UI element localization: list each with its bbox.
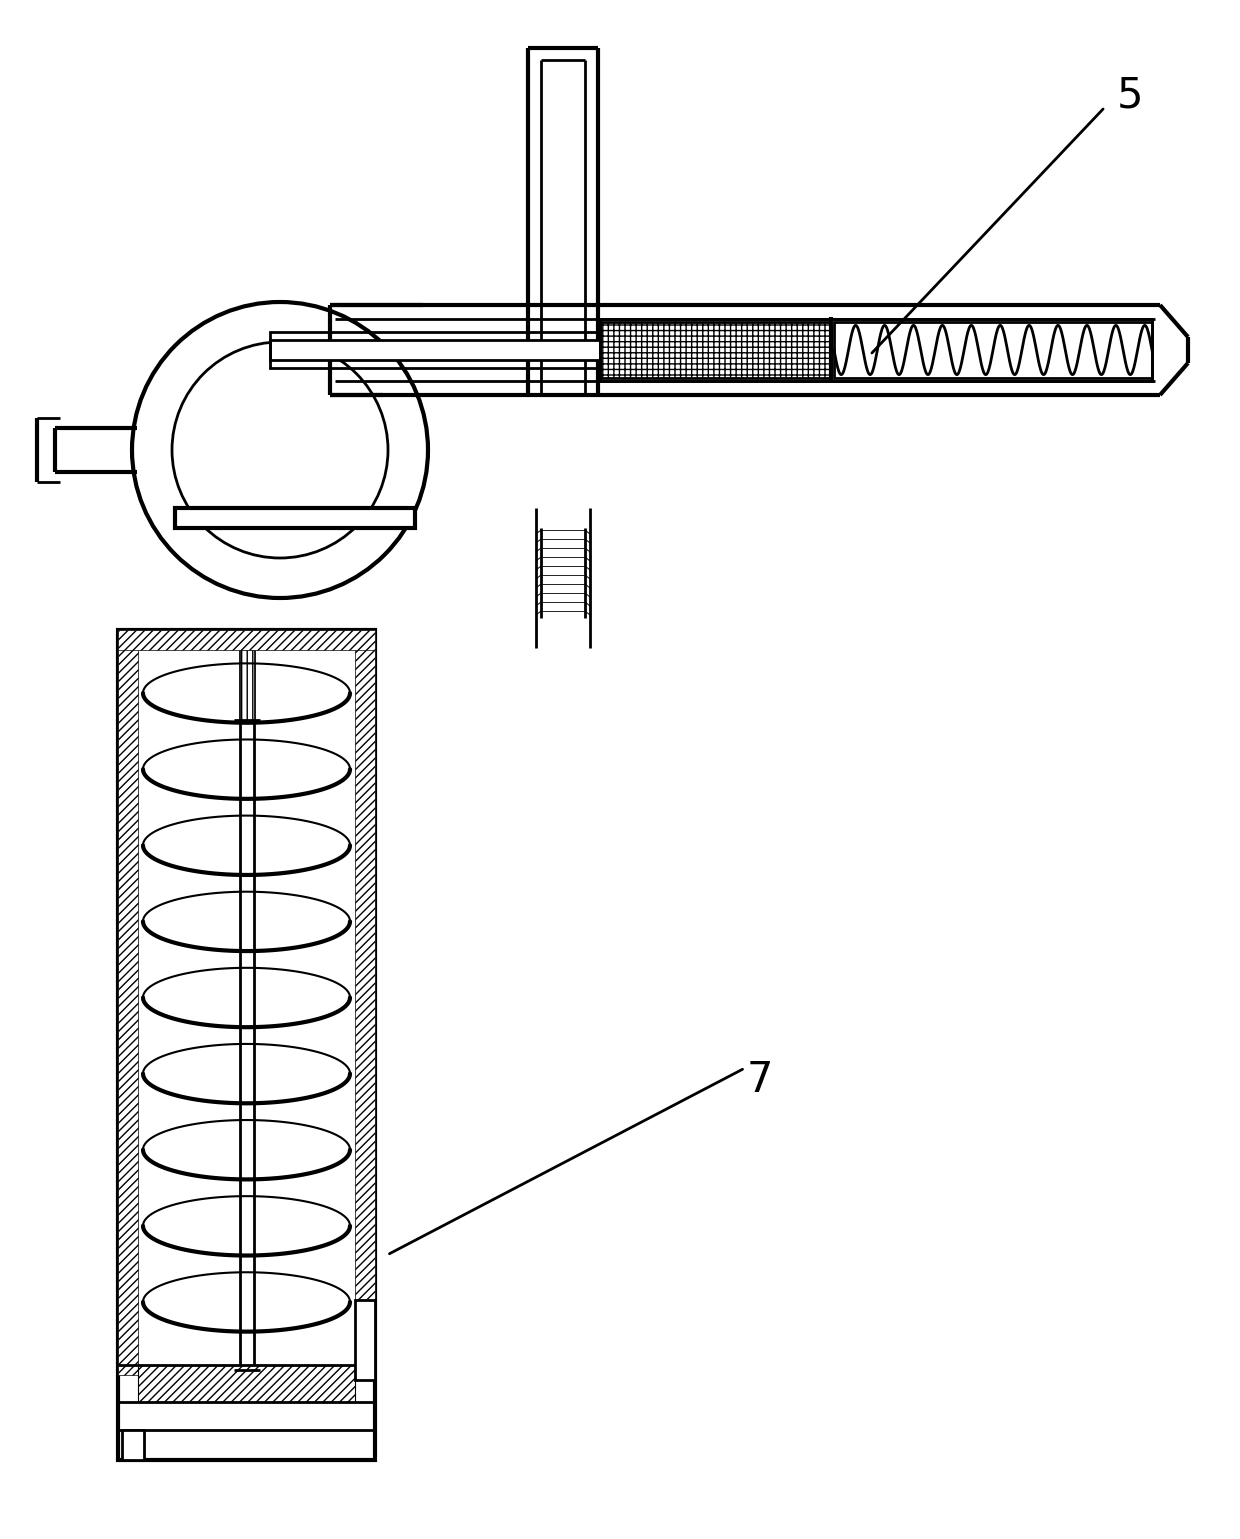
Bar	[600, 319, 1152, 382]
Bar	[175, 508, 415, 528]
Bar	[600, 322, 831, 379]
Text: 7: 7	[746, 1059, 774, 1100]
Bar	[270, 332, 600, 368]
Bar	[355, 1300, 374, 1380]
Bar	[239, 649, 253, 720]
Bar	[138, 1365, 355, 1402]
Bar	[118, 629, 374, 649]
Text: 5: 5	[1117, 74, 1143, 115]
Bar	[118, 629, 138, 1374]
Bar	[122, 1430, 144, 1461]
Bar	[835, 322, 1152, 379]
Bar	[355, 629, 374, 1340]
Bar	[118, 629, 374, 1461]
Bar	[270, 340, 600, 360]
